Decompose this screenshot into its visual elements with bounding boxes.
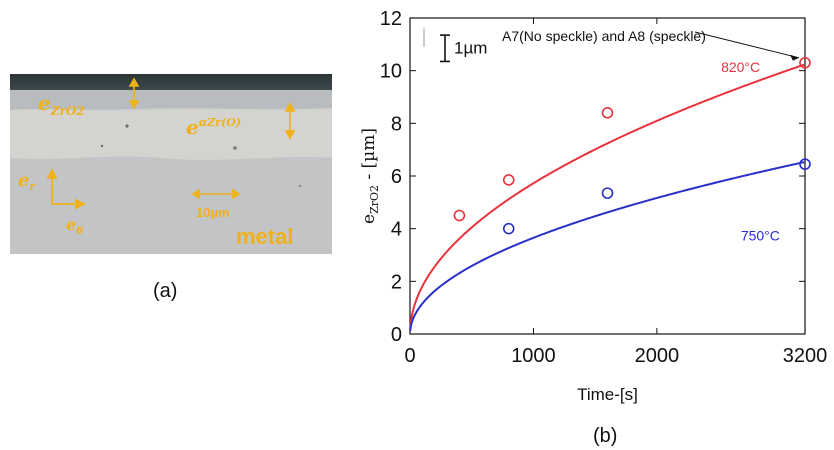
plot-area: 0 2 4 6 8 10 12 0 1000 2000 3200 Time-[s] eZrO2 - [µ… bbox=[360, 8, 827, 404]
er-label: e bbox=[18, 170, 29, 191]
y-tick-label: 6 bbox=[391, 166, 402, 188]
scale-bar-label: 10µm bbox=[196, 205, 230, 220]
data-point bbox=[603, 108, 613, 118]
x-tick-label: 1000 bbox=[511, 345, 556, 367]
y-tick-label: 12 bbox=[380, 8, 402, 30]
x-axis-title: Time-[s] bbox=[577, 385, 638, 404]
data-point bbox=[504, 175, 514, 185]
series-label: 750°C bbox=[741, 228, 780, 244]
x-tick-label: 2000 bbox=[635, 345, 680, 367]
oxide-thickness-chart: 0 2 4 6 8 10 12 0 1000 2000 3200 Time-[s] eZrO2 - [µ… bbox=[360, 0, 830, 420]
annotation-arrowhead bbox=[790, 55, 799, 61]
data-point bbox=[454, 211, 464, 221]
data-point bbox=[504, 224, 514, 234]
y-tick-label: 8 bbox=[391, 113, 402, 135]
data-point bbox=[603, 188, 613, 198]
y-axis-title: eZrO2 - [µm] bbox=[360, 128, 381, 224]
annotation-text: A7(No speckle) and A8 (speckle) bbox=[502, 28, 706, 44]
panel-a-caption: (a) bbox=[153, 280, 177, 303]
metal-label: metal bbox=[236, 224, 293, 249]
micrograph-image: eZrO2 eαZr(O) er eθ 10µm metal bbox=[10, 74, 332, 254]
ealpha-sub: αZr(O) bbox=[199, 116, 241, 129]
annotation-arrow bbox=[695, 32, 799, 58]
x-tick-label: 3200 bbox=[783, 345, 828, 367]
series-label: 820°C bbox=[721, 59, 760, 75]
etheta-sub: θ bbox=[76, 226, 83, 237]
ealpha-label: e bbox=[186, 115, 199, 139]
scale-bar-label: 1µm bbox=[454, 39, 487, 58]
panel-b-caption: (b) bbox=[593, 425, 617, 448]
resin-layer bbox=[10, 74, 332, 90]
ezro2-label: e bbox=[38, 91, 51, 115]
etheta-label: e bbox=[66, 215, 76, 234]
y-tick-label: 0 bbox=[391, 324, 402, 346]
ezro2-sub: ZrO2 bbox=[50, 104, 85, 118]
y-tick-label: 10 bbox=[380, 61, 402, 83]
y-tick-label: 2 bbox=[391, 271, 402, 293]
fit-curve-0 bbox=[410, 65, 804, 330]
y-tick-label: 4 bbox=[391, 219, 402, 241]
x-tick-label: 0 bbox=[404, 345, 415, 367]
